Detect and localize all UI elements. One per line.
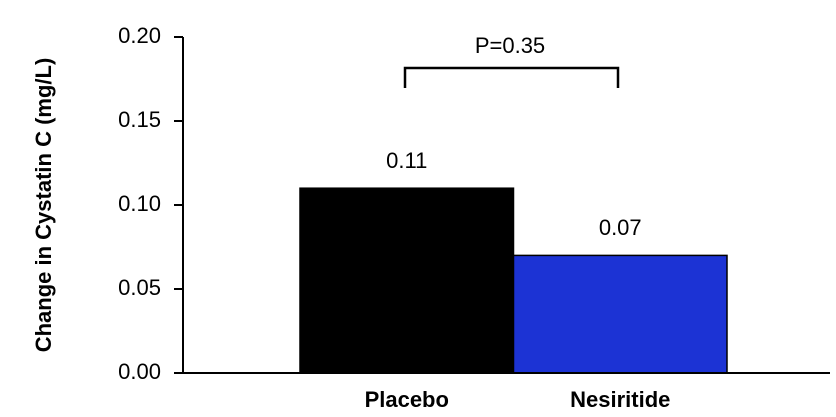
annotation: P=0.35 bbox=[475, 33, 545, 58]
y-tick-label: 0.10 bbox=[118, 191, 161, 216]
y-tick-label: 0.05 bbox=[118, 275, 161, 300]
significance-bracket bbox=[403, 66, 620, 88]
value-label: 0.11 bbox=[386, 148, 427, 173]
bar bbox=[299, 187, 515, 374]
y-tick-label: 0.20 bbox=[118, 23, 161, 48]
x-tick-label: Nesiritide bbox=[570, 387, 670, 412]
y-tick-label: 0.00 bbox=[118, 359, 161, 384]
x-tick-label: Placebo bbox=[365, 387, 449, 412]
value-label: 0.07 bbox=[599, 215, 642, 240]
bar bbox=[512, 254, 728, 374]
y-tick-label: 0.15 bbox=[118, 107, 161, 132]
y-axis-title: Change in Cystatin C (mg/L) bbox=[31, 58, 56, 353]
